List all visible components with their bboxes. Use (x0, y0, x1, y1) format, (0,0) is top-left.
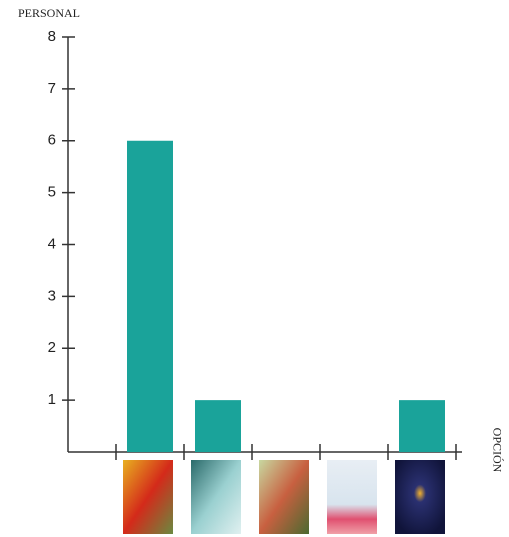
bar (399, 400, 445, 452)
category-image (123, 460, 173, 534)
y-tick-label: 3 (48, 287, 56, 304)
y-tick-label: 6 (48, 132, 56, 149)
y-tick-label: 7 (48, 80, 56, 97)
category-image (395, 460, 445, 534)
y-tick-label: 8 (48, 28, 56, 45)
y-tick-label: 2 (48, 339, 56, 356)
y-axis-label: PERSONAL (18, 6, 80, 20)
y-tick-label: 5 (48, 184, 56, 201)
category-image (259, 460, 309, 534)
category-image (327, 460, 377, 534)
bar (127, 140, 173, 452)
x-axis-label: OPCIÓN (490, 428, 504, 473)
bar (195, 400, 241, 452)
y-tick-label: 1 (48, 391, 56, 408)
y-tick-label: 4 (48, 235, 56, 252)
category-image (191, 460, 241, 534)
category-images (123, 460, 445, 534)
